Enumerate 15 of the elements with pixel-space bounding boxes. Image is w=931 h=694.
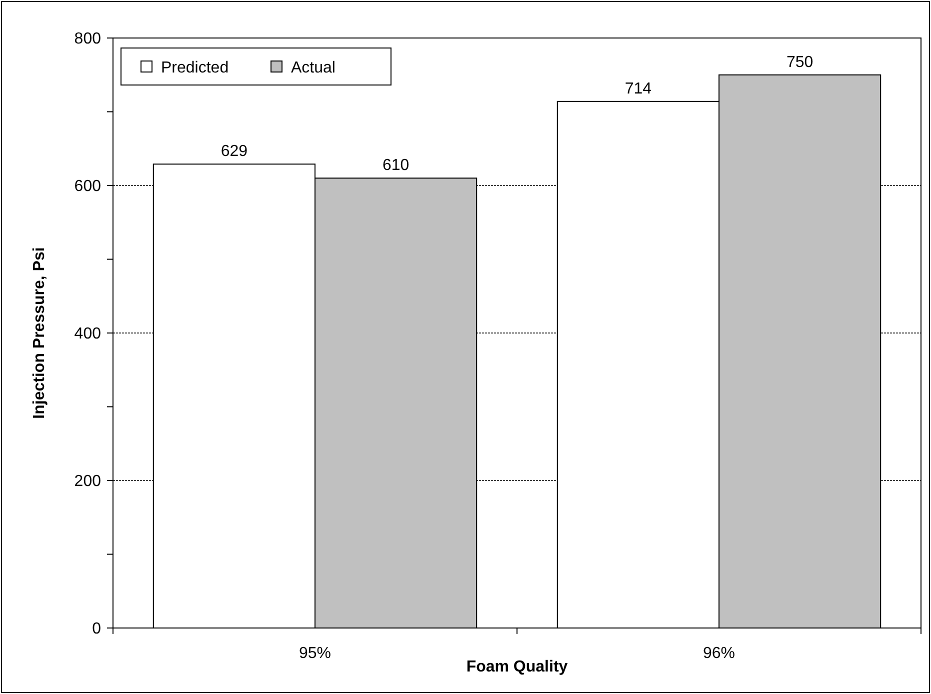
y-axis-title: Injection Pressure, Psi [31,247,48,419]
x-tick-label: 96% [702,645,736,662]
legend-label: Predicted [161,60,229,77]
legend-label: Actual [291,60,336,77]
x-axis-title: Foam Quality [466,658,568,676]
data-label: 750 [786,54,814,71]
y-tick-label: 0 [92,620,102,638]
y-tick-label: 200 [74,473,102,490]
y-tick-label: 800 [74,30,102,48]
data-label: 610 [382,157,410,174]
y-tick-label: 600 [74,178,102,196]
x-tick-label: 95% [298,645,332,662]
y-tick-label: 400 [74,326,102,343]
data-label: 629 [220,143,248,160]
data-label: 714 [624,80,652,98]
